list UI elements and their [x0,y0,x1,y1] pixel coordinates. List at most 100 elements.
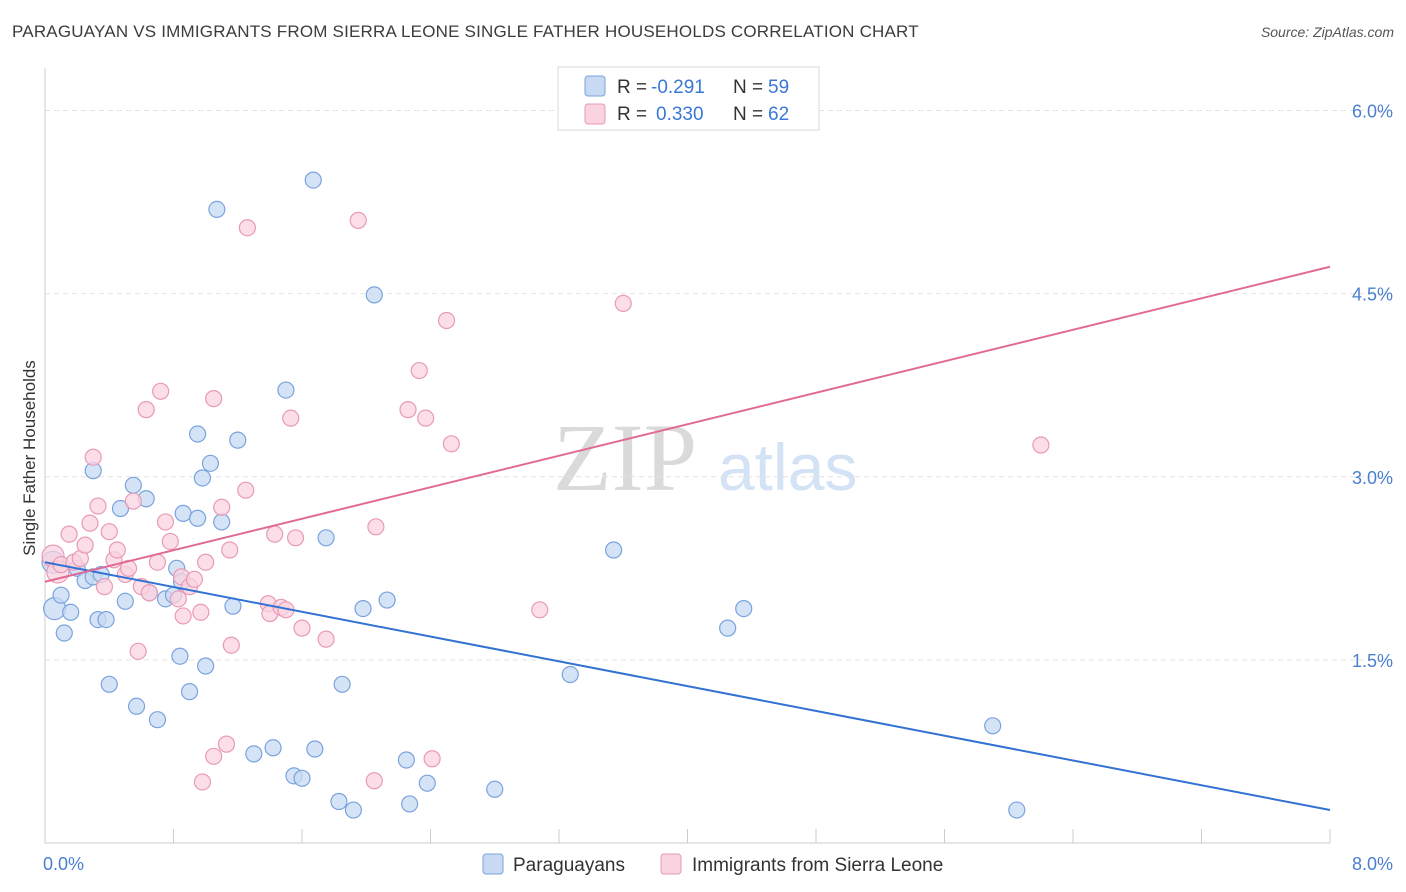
legend: R = -0.291 N = 59 R = 0.330 N = 62 [557,66,820,131]
point-sierra-leone [95,578,114,596]
points [41,171,1050,819]
point-paraguayans [197,657,215,675]
point-sierra-leone [222,636,240,654]
chart-source: Source: ZipAtlas.com [1260,24,1394,40]
point-sierra-leone [1032,436,1050,454]
point-sierra-leone [124,492,142,510]
point-sierra-leone [152,382,170,400]
point-sierra-leone [193,773,212,791]
legend-swatch-paraguayans [584,75,606,97]
watermark-zip: ZIP [553,404,697,511]
point-sierra-leone [76,536,94,554]
point-paraguayans [229,431,247,449]
point-sierra-leone [531,601,549,619]
point-paraguayans [188,509,207,527]
legend-r-label: R = [617,77,647,98]
point-sierra-leone [148,553,167,571]
point-paraguayans [304,171,322,189]
point-paraguayans [486,780,504,798]
trend-line-paraguayans [44,561,1331,812]
point-sierra-leone [185,570,203,588]
series-legend-swatch-paraguayans [482,853,504,875]
point-paraguayans [171,647,189,665]
point-paraguayans [193,469,212,487]
point-sierra-leone [286,529,305,547]
axes [44,68,1331,844]
point-paraguayans [213,513,231,531]
x-tick-label: 0.0% [43,854,84,874]
point-paraguayans [180,683,199,701]
y-tick-label: 3.0% [1352,468,1393,488]
point-sierra-leone [293,619,311,637]
point-paraguayans [116,592,134,610]
point-sierra-leone [192,603,210,621]
point-paraguayans [354,600,372,618]
point-sierra-leone [417,409,435,427]
point-paraguayans [224,597,242,615]
point-paraguayans [245,745,263,763]
point-sierra-leone [282,409,300,427]
trend-line-sierra-leone [44,265,1331,583]
point-paraguayans [397,751,416,769]
y-tick-label: 6.0% [1352,102,1393,122]
point-paraguayans [55,624,73,642]
point-paraguayans [984,717,1002,735]
legend-n-value: 62 [768,104,789,125]
trend-lines [44,265,1331,812]
point-sierra-leone [365,772,383,790]
watermark: ZIP atlas [553,404,857,511]
point-sierra-leone [367,518,385,536]
point-paraguayans [333,675,351,693]
point-paraguayans [97,610,115,629]
y-axis-title: Single Father Households [20,360,39,556]
point-paraguayans [62,603,80,621]
point-sierra-leone [100,523,118,541]
series-legend: Paraguayans Immigrants from Sierra Leone [482,853,943,876]
legend-r-value: 0.330 [656,104,704,125]
point-sierra-leone [266,525,284,543]
chart-title: PARAGUAYAN VS IMMIGRANTS FROM SIERRA LEO… [12,22,919,41]
point-paraguayans [264,739,282,757]
point-paraguayans [735,600,753,618]
point-paraguayans [605,541,623,559]
point-sierra-leone [437,311,456,330]
point-paraguayans [174,504,192,522]
point-sierra-leone [205,390,223,408]
point-sierra-leone [442,435,460,453]
legend-n-label: N = [733,104,763,125]
point-sierra-leone [140,584,159,602]
legend-n-value: 59 [768,77,789,98]
point-sierra-leone [317,630,335,648]
point-paraguayans [344,801,362,819]
point-sierra-leone [197,553,215,571]
point-sierra-leone [156,513,175,531]
point-sierra-leone [89,497,107,515]
point-sierra-leone [217,735,236,753]
point-sierra-leone [81,514,99,532]
point-paraguayans [378,591,396,609]
point-sierra-leone [108,541,126,559]
grid [45,110,1395,661]
point-paraguayans [293,769,311,787]
point-paraguayans [52,586,70,604]
point-sierra-leone [238,219,256,237]
point-paraguayans [330,792,348,811]
point-sierra-leone [205,747,223,765]
point-sierra-leone [169,590,187,608]
legend-r-value: -0.291 [651,77,705,98]
point-paraguayans [127,697,146,715]
point-sierra-leone [129,642,147,660]
point-paraguayans [1008,801,1026,819]
point-paraguayans [306,740,324,758]
x-tick-label: 8.0% [1352,854,1393,874]
point-paraguayans [208,200,226,219]
point-paraguayans [100,675,118,693]
point-paraguayans [401,795,419,813]
point-sierra-leone [410,361,428,380]
point-paraguayans [317,529,335,547]
y-tick-label: 1.5% [1352,651,1393,671]
point-sierra-leone [399,401,417,419]
point-sierra-leone [161,532,179,551]
legend-swatch-sierra-leone [584,103,606,125]
point-sierra-leone [614,294,632,313]
